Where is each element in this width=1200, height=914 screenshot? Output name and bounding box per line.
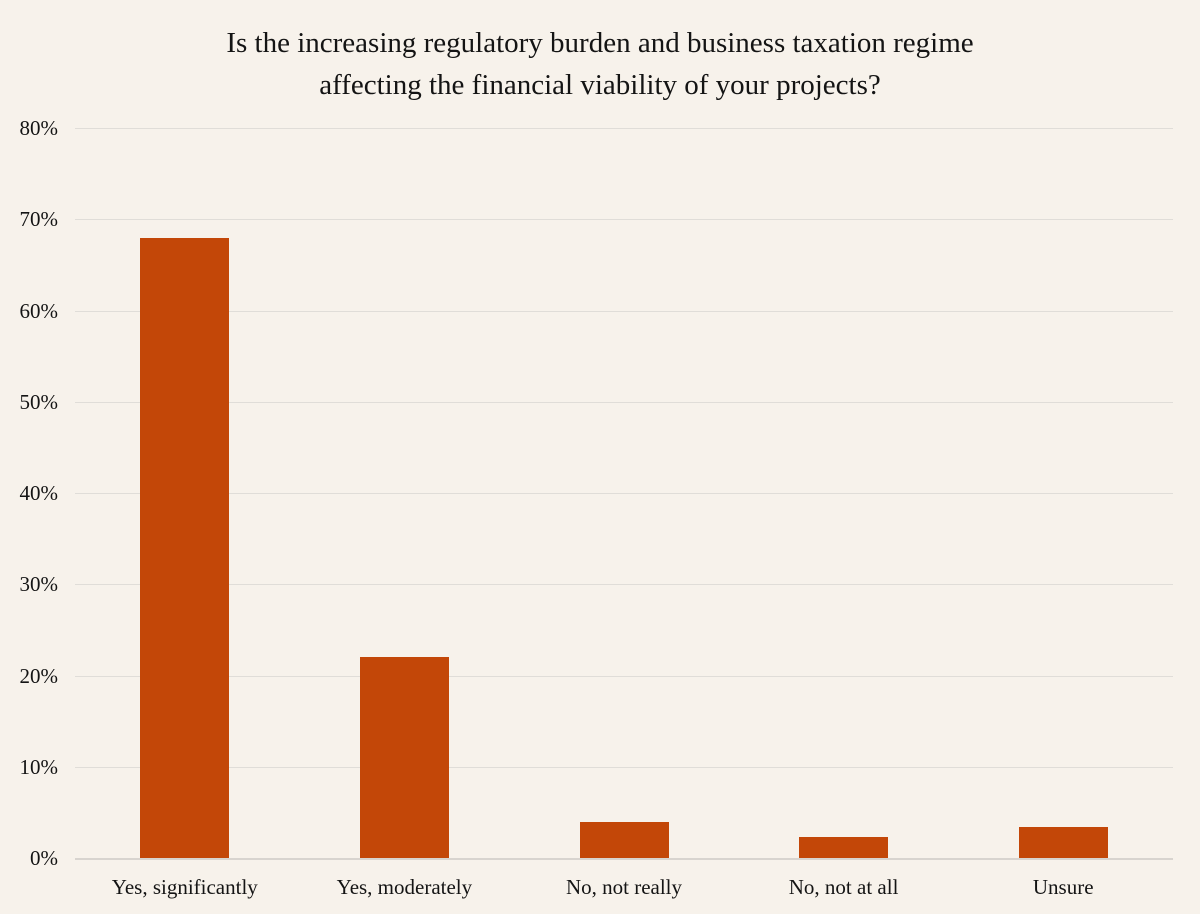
- gridline-80pct: [75, 128, 1173, 129]
- y-tick-label-10pct: 10%: [19, 754, 59, 779]
- y-tick-label-80pct: 80%: [19, 116, 59, 140]
- y-tick-label-60pct: 60%: [19, 298, 59, 323]
- bar-yes-moderately: [359, 657, 449, 858]
- bar-yes-significantly: [140, 237, 230, 858]
- y-tick-label-30pct: 30%: [19, 572, 59, 597]
- gridline-10pct: [75, 766, 1173, 768]
- chart-title-line-2: affecting the financial viability of you…: [319, 69, 881, 101]
- gridline-50pct: [75, 401, 1173, 403]
- x-axis-line: [75, 858, 1173, 860]
- gridline-30pct: [75, 584, 1173, 586]
- gridline-40pct: [75, 493, 1173, 494]
- y-tick-label-40pct: 40%: [19, 481, 59, 505]
- y-tick-label-0pct: 0%: [30, 846, 58, 870]
- x-axis-label-no-not-at-all: No, not at all: [788, 875, 899, 899]
- y-tick-label-20pct: 20%: [19, 663, 59, 688]
- bar-no-not-really: [579, 821, 669, 858]
- chart-title-line-1: Is the increasing regulatory burden and …: [226, 27, 974, 59]
- x-axis-label-unsure: Unsure: [1032, 875, 1094, 899]
- x-axis-label-no-not-really: No, not really: [565, 875, 683, 899]
- y-tick-label-50pct: 50%: [19, 389, 59, 414]
- gridline-60pct: [75, 310, 1173, 312]
- x-axis-label-yes-moderately: Yes, moderately: [336, 875, 473, 899]
- chart-title: Is the increasing regulatory burden and …: [0, 22, 1200, 106]
- bar-no-not-at-all: [799, 837, 889, 858]
- gridline-20pct: [75, 675, 1173, 677]
- gridline-70pct: [75, 219, 1173, 221]
- x-axis-label-yes-significantly: Yes, significantly: [111, 875, 258, 899]
- bar-unsure: [1018, 826, 1108, 858]
- y-tick-label-70pct: 70%: [19, 207, 59, 232]
